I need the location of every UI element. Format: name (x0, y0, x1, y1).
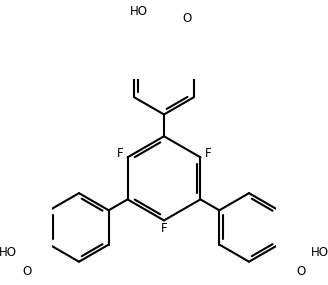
Text: O: O (22, 265, 31, 278)
Text: F: F (205, 146, 211, 160)
Text: F: F (117, 146, 123, 160)
Text: O: O (296, 265, 305, 278)
Text: HO: HO (311, 247, 328, 259)
Text: F: F (161, 223, 167, 235)
Text: O: O (182, 12, 192, 25)
Text: HO: HO (130, 5, 148, 18)
Text: HO: HO (0, 247, 17, 259)
